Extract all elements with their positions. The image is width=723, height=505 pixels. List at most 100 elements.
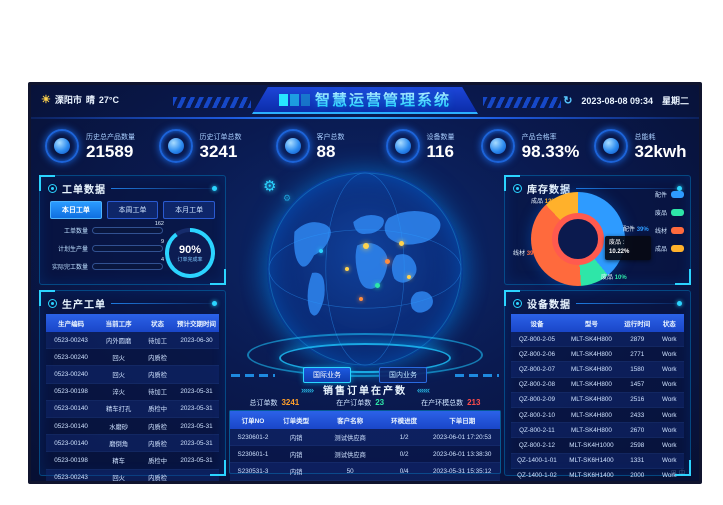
table-cell: 1331 [619,453,655,469]
table-row[interactable]: QZ-800-2-12 MLT-SK4H1000 2598 Work [511,437,684,454]
map-marker[interactable] [407,275,411,279]
legend-item[interactable]: 配件 [655,190,684,199]
map-marker[interactable] [375,283,380,288]
panel-title: 设备数据 [527,300,571,311]
bar-track: 9 [92,239,164,252]
table-row[interactable]: 0523-00240 回火 内质检 [46,348,219,367]
legend-item[interactable]: 废品 [655,208,684,217]
stat-label: 总订单数 [249,400,278,407]
table-row[interactable]: QZ-800-2-09 MLT-SK4H800 2516 Work [511,392,684,408]
kpi-label: 历史订单总数 [199,134,242,141]
table-row[interactable]: 0523-00140 磨倒角 内质检 2023-05-31 [46,434,219,453]
table-cell: 0523-00243 [46,469,97,481]
table-row[interactable]: QZ-800-2-07 MLT-SK4H800 1580 Work [511,361,684,378]
map-marker[interactable] [319,249,323,253]
table-cell: Work [654,407,684,424]
table-row[interactable]: 0523-00243 内外圆磨 待加工 2023-06-30 [46,332,219,350]
order-stat: 总订单数 3241 [250,398,300,408]
kpi-orb-icon [158,129,193,163]
table-row[interactable]: 0523-00240 回火 内质检 [46,365,219,384]
table-cell: 0523-00140 [46,434,97,453]
table-row[interactable]: 0523-00198 精车 质检中 2023-05-31 [46,451,219,470]
table-row[interactable]: QZ-800-2-10 MLT-SK4H800 2433 Work [511,407,684,424]
table-cell: MLT-SK4H800 [562,407,620,424]
kpi-orb-icon [480,129,515,163]
table-cell: Work [654,377,684,393]
map-marker[interactable] [363,243,369,249]
temperature-label: 27°C [98,94,120,105]
table-row[interactable]: 0523-00198 淬火 待加工 2023-05-31 [46,383,219,401]
table-row[interactable]: 0523-00140 精车打孔 质检中 2023-05-31 [46,400,219,418]
legend-swatch [671,191,684,198]
dash-decoration [455,373,499,377]
sun-icon: ☀ [41,94,51,106]
table-cell: QZ-1400-1-02 [511,468,563,481]
domestic-business-button[interactable]: 国内业务 [379,367,427,383]
map-marker[interactable] [359,297,363,301]
table-cell: 2000 [619,468,655,481]
kpi-card: 历史总产品数量 21589 [35,123,145,169]
column-header: 运行时间 [619,314,655,332]
table-cell: 50 [316,462,384,481]
table-row[interactable]: 0523-00140 水磨砂 内质检 2023-05-31 [46,417,219,436]
table-cell: 测试供应商 [316,445,384,464]
table-cell: Work [654,361,684,378]
legend-item[interactable]: 成品 [655,244,684,253]
international-business-button[interactable]: 国际业务 [303,367,351,383]
legend-label: 配件 [654,193,667,199]
column-header: 下单日期 [424,411,500,429]
table-row[interactable]: QZ-800-2-08 MLT-SK4H800 1457 Work [511,377,684,393]
work-order-tab[interactable]: 本周工单 [106,201,159,219]
table-cell: 精车打孔 [96,400,142,418]
column-header: 环模进度 [383,411,425,429]
map-marker[interactable] [385,259,390,264]
table-row[interactable]: QZ-1400-1-02 MLT-SK6H1400 2000 Work [511,468,684,481]
table-cell: 质检中 [141,451,174,470]
table-cell: 0523-00240 [46,348,97,367]
table-cell: 2879 [619,332,655,348]
devices-table: 设备 型号 运行时间 状态 QZ-800-2-05 MLT-SK4H800 2879 Wor… [511,314,684,481]
stat-value: 3241 [281,398,300,407]
table-cell: 2670 [619,422,655,439]
table-row[interactable]: QZ-800-2-05 MLT-SK4H800 2879 Work [511,332,684,348]
table-cell: 2516 [619,392,655,408]
table-row[interactable]: 0523-00243 回火 内质检 [46,469,219,481]
bar-value: 162 [154,221,164,227]
table-cell: QZ-1400-1-01 [511,453,563,469]
map-marker[interactable] [399,241,404,246]
table-row[interactable]: QZ-1400-1-01 MLT-SK6H1400 1331 Work [511,453,684,469]
table-row[interactable]: S230531-3 内销 50 0/4 2023-05-31 15:35:12 [230,462,500,481]
table-cell: 内质检 [141,434,174,453]
legend-item[interactable]: 线材 [655,226,684,235]
bar-label: 计划生产量 [57,247,88,253]
table-cell: S230601-1 [230,445,276,464]
table-cell: MLT-SK4H1000 [562,437,620,454]
table-row[interactable]: S230601-2 内销 测试供应商 1/2 2023-06-01 17:20:53 [230,429,500,447]
table-cell: 2023-06-01 17:20:53 [424,429,500,447]
table-row[interactable]: S230601-1 内销 测试供应商 0/2 2023-06-01 13:38:30 [230,445,500,464]
legend-label: 废品 [654,211,667,217]
work-order-tab[interactable]: 本月工单 [163,201,216,219]
inventory-panel: 库存数据 成品 12% 配件 39% 线材 39% 废品 10% 废品 : 10… [504,175,691,286]
bar-row: 实际完工数量 4 [48,257,164,271]
table-row[interactable]: QZ-800-2-06 MLT-SK4H800 2771 Work [511,346,684,363]
map-marker[interactable] [345,267,349,271]
slice-label-wire: 线材 39% [513,251,539,257]
table-cell: Work [654,392,684,408]
column-header: 订单类型 [275,411,317,429]
bar-label: 工单数量 [63,229,88,235]
table-cell: 0523-00198 [46,383,97,401]
header: ☀ 溧阳市 晴 27°C 智慧运营管理系统 ↻ 2023-08-08 09:34… [31,85,699,119]
watermark: ⊞ 中 ♪ [670,470,691,477]
refresh-icon[interactable]: ↻ [563,95,573,107]
slice-label-finished: 成品 12% [531,199,557,205]
table-cell: 待加工 [141,332,174,350]
table-cell: QZ-800-2-10 [511,407,563,424]
stat-label: 在产环模总数 [421,400,464,407]
table-cell: 0/2 [383,445,425,464]
work-order-tab[interactable]: 本日工单 [50,201,102,219]
table-cell: S230601-2 [230,429,276,447]
production-table: 生产编码 当前工序 状态 预计交期时间 0523-00243 内外圆磨 待加工 2023-0… [46,314,219,481]
table-row[interactable]: QZ-800-2-11 MLT-SK4H800 2670 Work [511,422,684,439]
table-cell: 质检中 [141,400,174,418]
